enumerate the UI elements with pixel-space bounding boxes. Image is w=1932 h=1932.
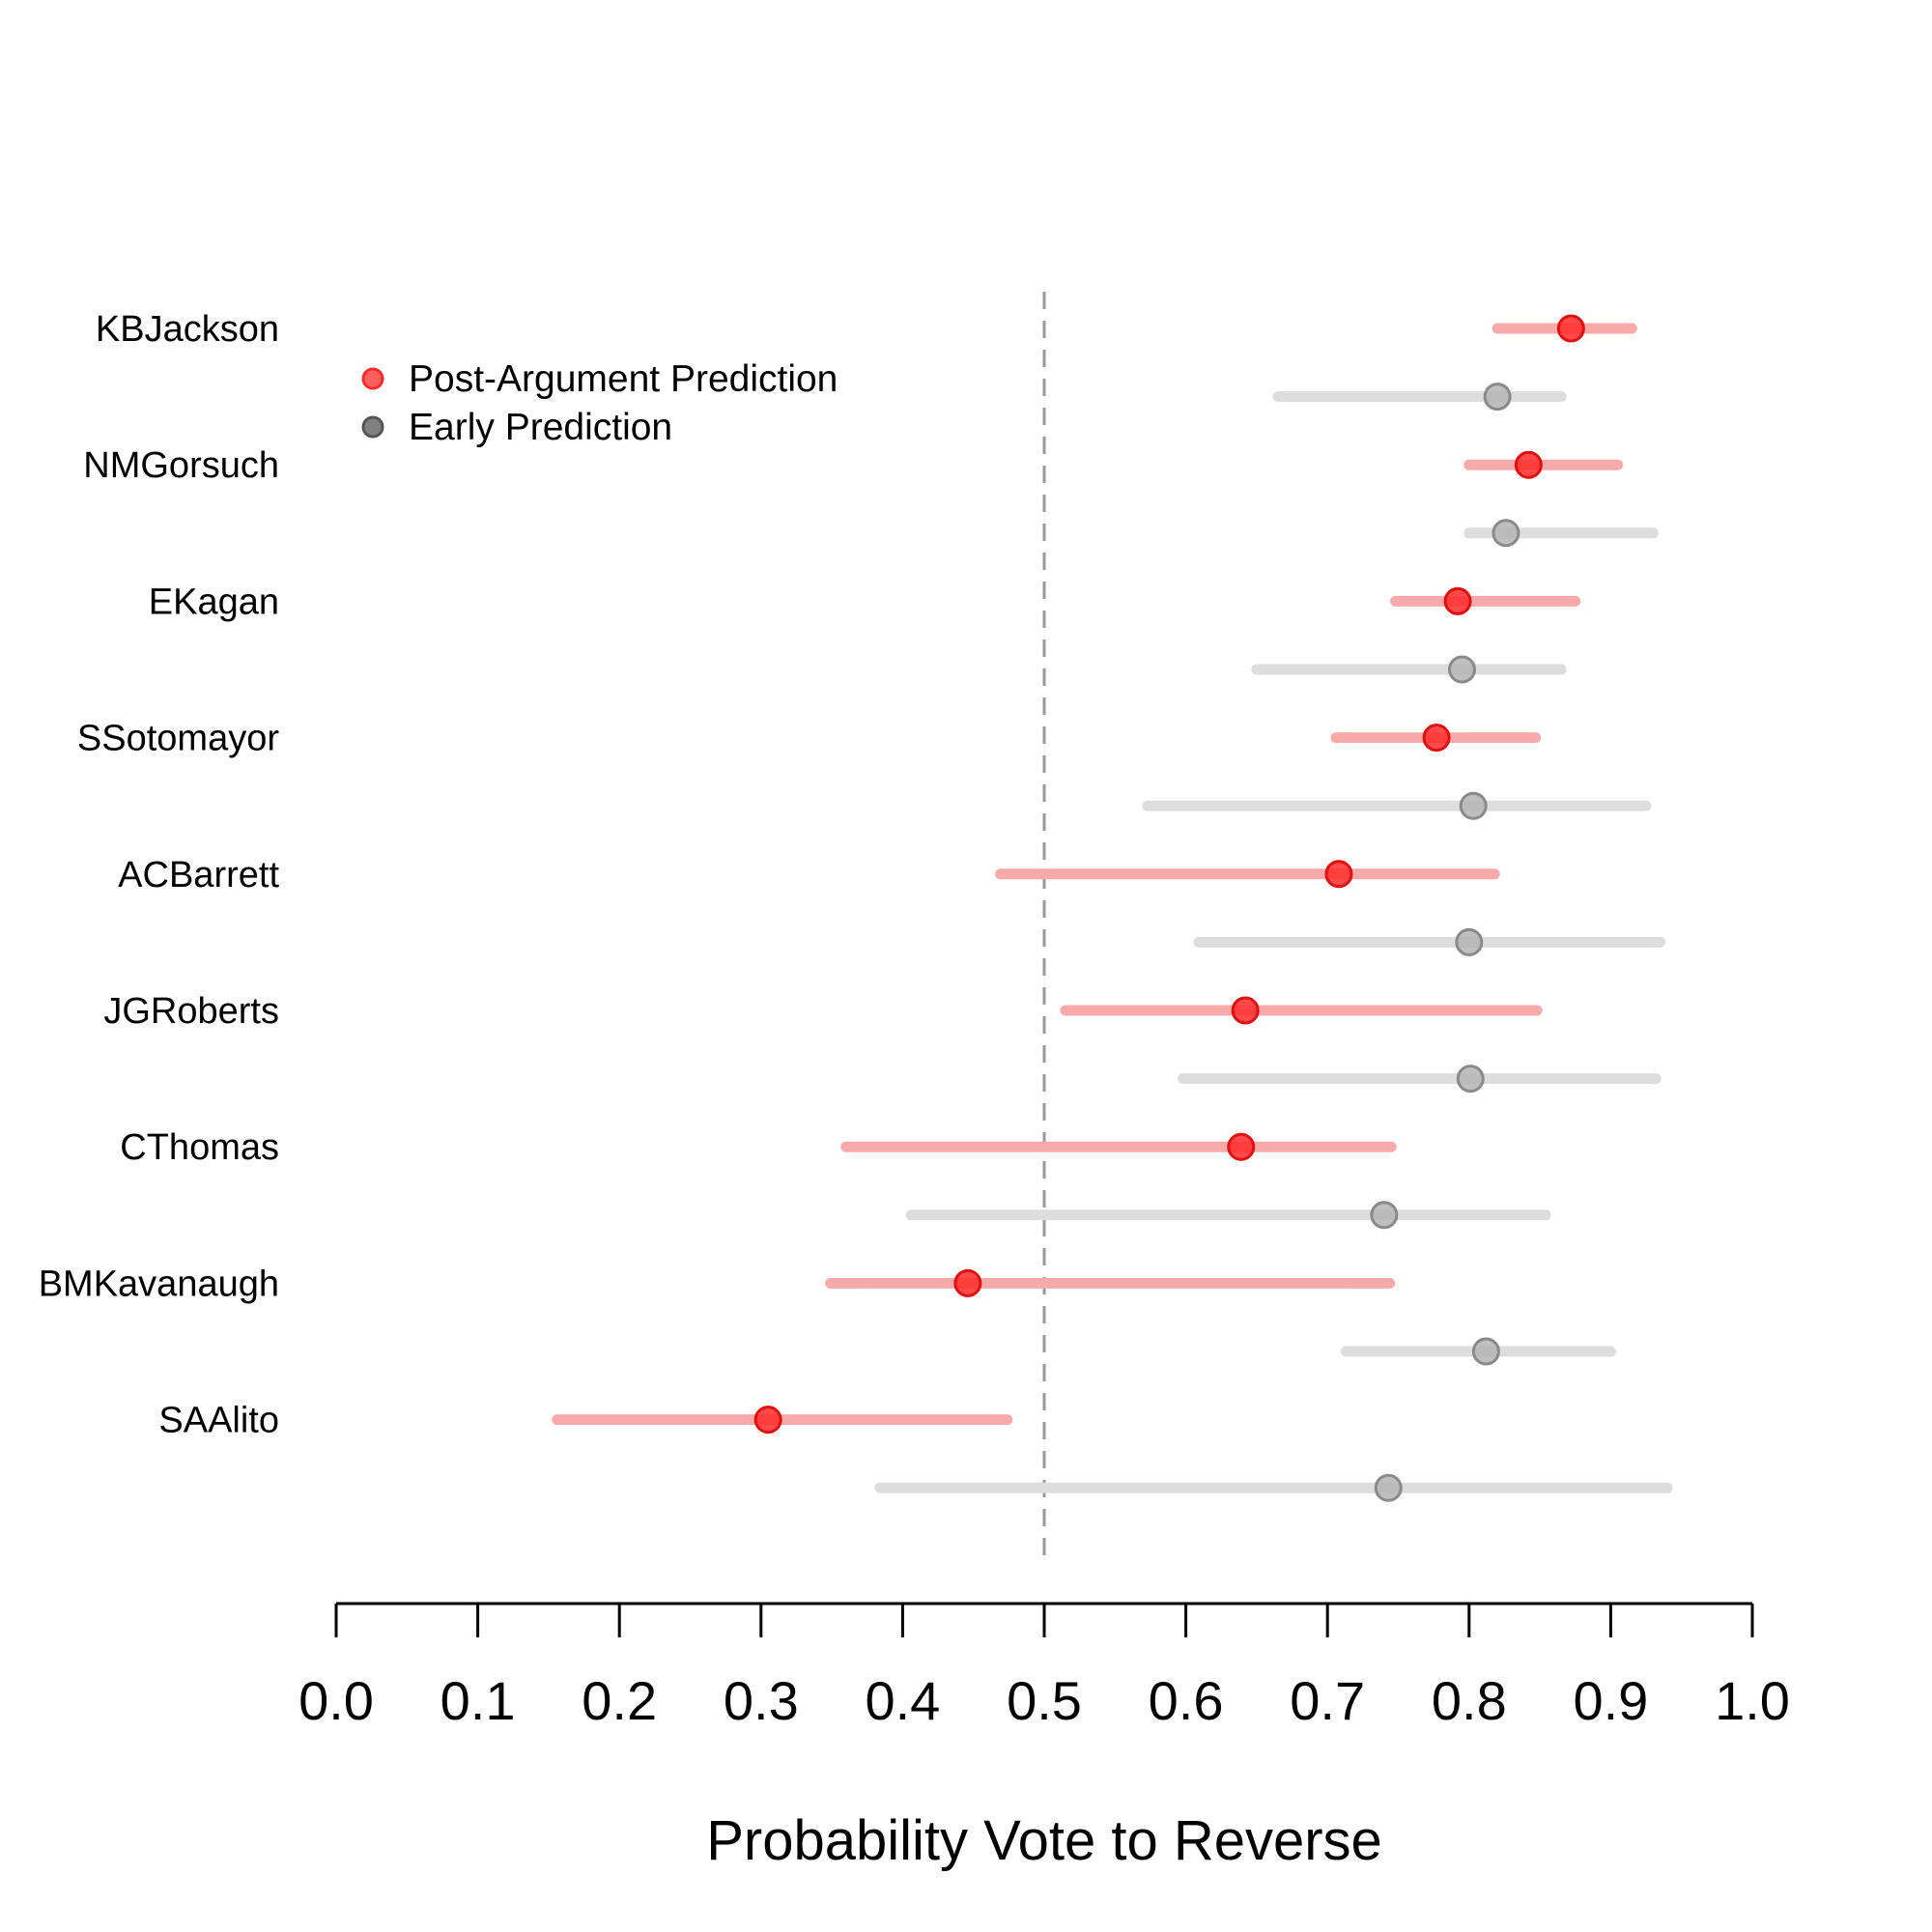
legend-marker-post-argument-prediction: [361, 367, 384, 390]
justice-label-kbjackson: KBJackson: [96, 309, 279, 350]
early-point-cthomas: [1370, 1201, 1399, 1230]
justice-label-saalito: SAAlito: [158, 1401, 279, 1441]
x-tick-label-0.4: 0.4: [865, 1670, 940, 1731]
justice-label-jgroberts: JGRoberts: [103, 991, 279, 1032]
early-point-ekagan: [1447, 655, 1476, 684]
post-point-jgroberts: [1231, 996, 1260, 1025]
legend-marker-early-prediction: [361, 415, 384, 439]
x-tick-label-0.1: 0.1: [440, 1670, 516, 1731]
early-point-ssotomayor: [1459, 791, 1488, 820]
justice-label-ssotomayor: SSotomayor: [77, 719, 279, 759]
legend-label-early-prediction: Early Prediction: [409, 407, 672, 448]
x-tick-label-0.8: 0.8: [1432, 1670, 1507, 1731]
post-point-acbarrett: [1324, 860, 1353, 889]
early-point-nmgorsuch: [1492, 519, 1520, 548]
x-tick-label-0.3: 0.3: [724, 1670, 799, 1731]
early-point-jgroberts: [1456, 1065, 1485, 1094]
post-point-nmgorsuch: [1514, 450, 1543, 479]
justice-label-bmkavanaugh: BMKavanaugh: [39, 1264, 279, 1304]
post-point-bmkavanaugh: [953, 1268, 982, 1297]
x-axis-title: Probability Vote to Reverse: [706, 1809, 1382, 1872]
interval-layer: [552, 323, 1673, 1493]
post-point-cthomas: [1227, 1132, 1256, 1161]
x-axis: 0.0 0.1 0.2 0.3 0.4 0.5 0.6 0.7 0.8 0.9 1.0: [298, 1602, 1790, 1731]
post-point-ssotomayor: [1422, 724, 1451, 753]
early-point-saalito: [1374, 1473, 1403, 1502]
x-tick-label-0.0: 0.0: [298, 1670, 374, 1731]
post-point-kbjackson: [1556, 314, 1585, 343]
point-layer: [753, 314, 1585, 1502]
legend-label-post-argument-prediction: Post-Argument Prediction: [409, 358, 838, 400]
x-tick-label-1.0: 1.0: [1715, 1670, 1790, 1731]
justice-label-layer: KBJackson NMGorsuch EKagan SSotomayor ACBarr…: [39, 309, 280, 1441]
early-point-kbjackson: [1483, 383, 1512, 412]
post-point-ekagan: [1443, 586, 1472, 615]
legend: Post-Argument Prediction Early Prediction: [361, 358, 838, 448]
x-tick-label-0.2: 0.2: [582, 1670, 657, 1731]
x-tick-label-0.6: 0.6: [1149, 1670, 1224, 1731]
early-point-acbarrett: [1455, 927, 1484, 956]
x-tick-label-0.7: 0.7: [1290, 1670, 1365, 1731]
justice-label-nmgorsuch: NMGorsuch: [83, 445, 279, 486]
post-point-saalito: [753, 1406, 782, 1435]
x-tick-label-0.9: 0.9: [1573, 1670, 1648, 1731]
justice-label-ekagan: EKagan: [149, 582, 279, 622]
x-tick-label-0.5: 0.5: [1007, 1670, 1082, 1731]
early-point-bmkavanaugh: [1471, 1337, 1500, 1366]
justice-label-acbarrett: ACBarrett: [118, 855, 279, 895]
justice-label-cthomas: CThomas: [120, 1127, 279, 1168]
